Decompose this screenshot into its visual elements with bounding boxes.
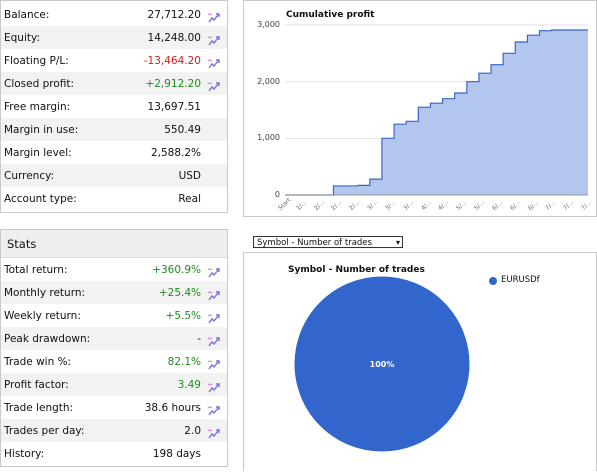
- pie-slice: [293, 275, 471, 453]
- stat-value: 2,588.2%: [150, 147, 201, 159]
- symbol-select-dropdown[interactable]: Symbol - Number of trades ▾: [253, 236, 403, 248]
- stat-label: Balance:: [4, 9, 50, 21]
- stat-value: +5.5%: [165, 310, 201, 322]
- chart-link-icon[interactable]: [207, 9, 221, 23]
- stat-value: 550.49: [164, 124, 201, 136]
- stat-row: Total return: +360.9%: [1, 258, 227, 281]
- stat-row: Account type: Real: [1, 187, 227, 210]
- cumulative-profit-chart: [285, 24, 588, 196]
- legend-label[interactable]: EURUSDf: [501, 275, 540, 285]
- stat-label: Closed profit:: [4, 78, 75, 90]
- symbol-select-value: Symbol - Number of trades: [257, 238, 372, 248]
- chart-link-icon[interactable]: [207, 264, 221, 278]
- stats-header: Stats: [1, 230, 227, 258]
- chart-link-icon[interactable]: [207, 402, 221, 416]
- chart-link-icon[interactable]: [207, 356, 221, 370]
- stat-row: Margin in use: 550.49: [1, 118, 227, 141]
- profit-y-tick: 1,000: [257, 133, 280, 143]
- stats-title: Stats: [7, 237, 37, 251]
- stat-label: Trades per day:: [4, 425, 85, 437]
- stat-value: 13,697.51: [147, 101, 201, 113]
- profit-y-tick: 0: [274, 190, 280, 199]
- stat-row: Equity: 14,248.00: [1, 26, 227, 49]
- profit-line: [285, 29, 588, 196]
- stat-row: Free margin: 13,697.51: [1, 95, 227, 118]
- stat-row: Peak drawdown: -: [1, 327, 227, 350]
- stat-row: Closed profit: +2,912.20: [1, 72, 227, 95]
- pie-slice-label: 100%: [370, 360, 395, 369]
- stat-value: 2.0: [184, 425, 201, 437]
- chart-link-icon[interactable]: [207, 287, 221, 301]
- stat-label: Margin level:: [4, 147, 72, 159]
- stat-label: Trade win %:: [4, 356, 72, 368]
- stat-value: +25.4%: [158, 287, 201, 299]
- account-summary-panel: Balance: 27,712.20 Equity: 14,248.00 Floatin…: [0, 0, 228, 213]
- stat-value: 198 days: [152, 448, 201, 460]
- pie-chart-title: Symbol - Number of trades: [288, 265, 425, 275]
- symbol-trades-panel: Symbol - Number of trades 100% EURUSDf: [243, 252, 597, 471]
- profit-y-tick: 3,000: [257, 20, 280, 29]
- profit-chart-title: Cumulative profit: [286, 10, 375, 20]
- stat-value: USD: [178, 170, 201, 182]
- stat-label: Floating P/L:: [4, 55, 69, 67]
- stat-value: 3.49: [177, 379, 201, 391]
- profit-y-tick: 2,000: [257, 76, 280, 86]
- symbol-pie-chart: 100%: [293, 275, 471, 453]
- cumulative-profit-panel: Cumulative profit 3,000 2,000 1,000 0 Start…: [243, 0, 597, 217]
- chart-link-icon[interactable]: [207, 333, 221, 347]
- stat-label: Total return:: [4, 264, 68, 276]
- stat-value: -13,464.20: [143, 55, 201, 67]
- stat-label: Currency:: [4, 170, 55, 182]
- chevron-down-icon: ▾: [395, 238, 400, 247]
- stat-row: Margin level: 2,588.2%: [1, 141, 227, 164]
- stat-value: 14,248.00: [147, 32, 201, 44]
- chart-link-icon[interactable]: [207, 78, 221, 92]
- stat-label: Margin in use:: [4, 124, 79, 136]
- stat-row: Trades per day: 2.0: [1, 419, 227, 442]
- stat-row: Balance: 27,712.20: [1, 3, 227, 26]
- stat-value: +360.9%: [152, 264, 201, 276]
- chart-link-icon[interactable]: [207, 379, 221, 393]
- stat-value: Real: [178, 193, 201, 205]
- chart-link-icon[interactable]: [207, 55, 221, 69]
- stat-row: Floating P/L: -13,464.20: [1, 49, 227, 72]
- stat-label: Trade length:: [4, 402, 74, 414]
- stat-label: Profit factor:: [4, 379, 69, 391]
- stat-label: Weekly return:: [4, 310, 81, 322]
- profit-area: [285, 29, 588, 196]
- legend-swatch: [489, 277, 497, 285]
- stat-label: Monthly return:: [4, 287, 86, 299]
- stat-row: Currency: USD: [1, 164, 227, 187]
- stat-label: Equity:: [4, 32, 40, 44]
- stat-value: +2,912.20: [145, 78, 201, 90]
- stat-label: History:: [4, 448, 45, 460]
- chart-link-icon[interactable]: [207, 425, 221, 439]
- stat-label: Free margin:: [4, 101, 71, 113]
- stat-row: Trade win %: 82.1%: [1, 350, 227, 373]
- stat-row: Profit factor: 3.49: [1, 373, 227, 396]
- stat-value: 27,712.20: [147, 9, 201, 21]
- stat-label: Account type:: [4, 193, 77, 205]
- stat-value: -: [197, 333, 201, 345]
- stat-label: Peak drawdown:: [4, 333, 91, 345]
- chart-link-icon[interactable]: [207, 32, 221, 46]
- stat-value: 82.1%: [167, 356, 201, 368]
- stat-row: Trade length: 38.6 hours: [1, 396, 227, 419]
- stat-row: Monthly return: +25.4%: [1, 281, 227, 304]
- stat-row: History: 198 days: [1, 442, 227, 465]
- stat-row: Weekly return: +5.5%: [1, 304, 227, 327]
- stats-panel: Stats Total return: +360.9% Monthly return…: [0, 229, 228, 467]
- chart-link-icon[interactable]: [207, 310, 221, 324]
- stat-value: 38.6 hours: [144, 402, 201, 414]
